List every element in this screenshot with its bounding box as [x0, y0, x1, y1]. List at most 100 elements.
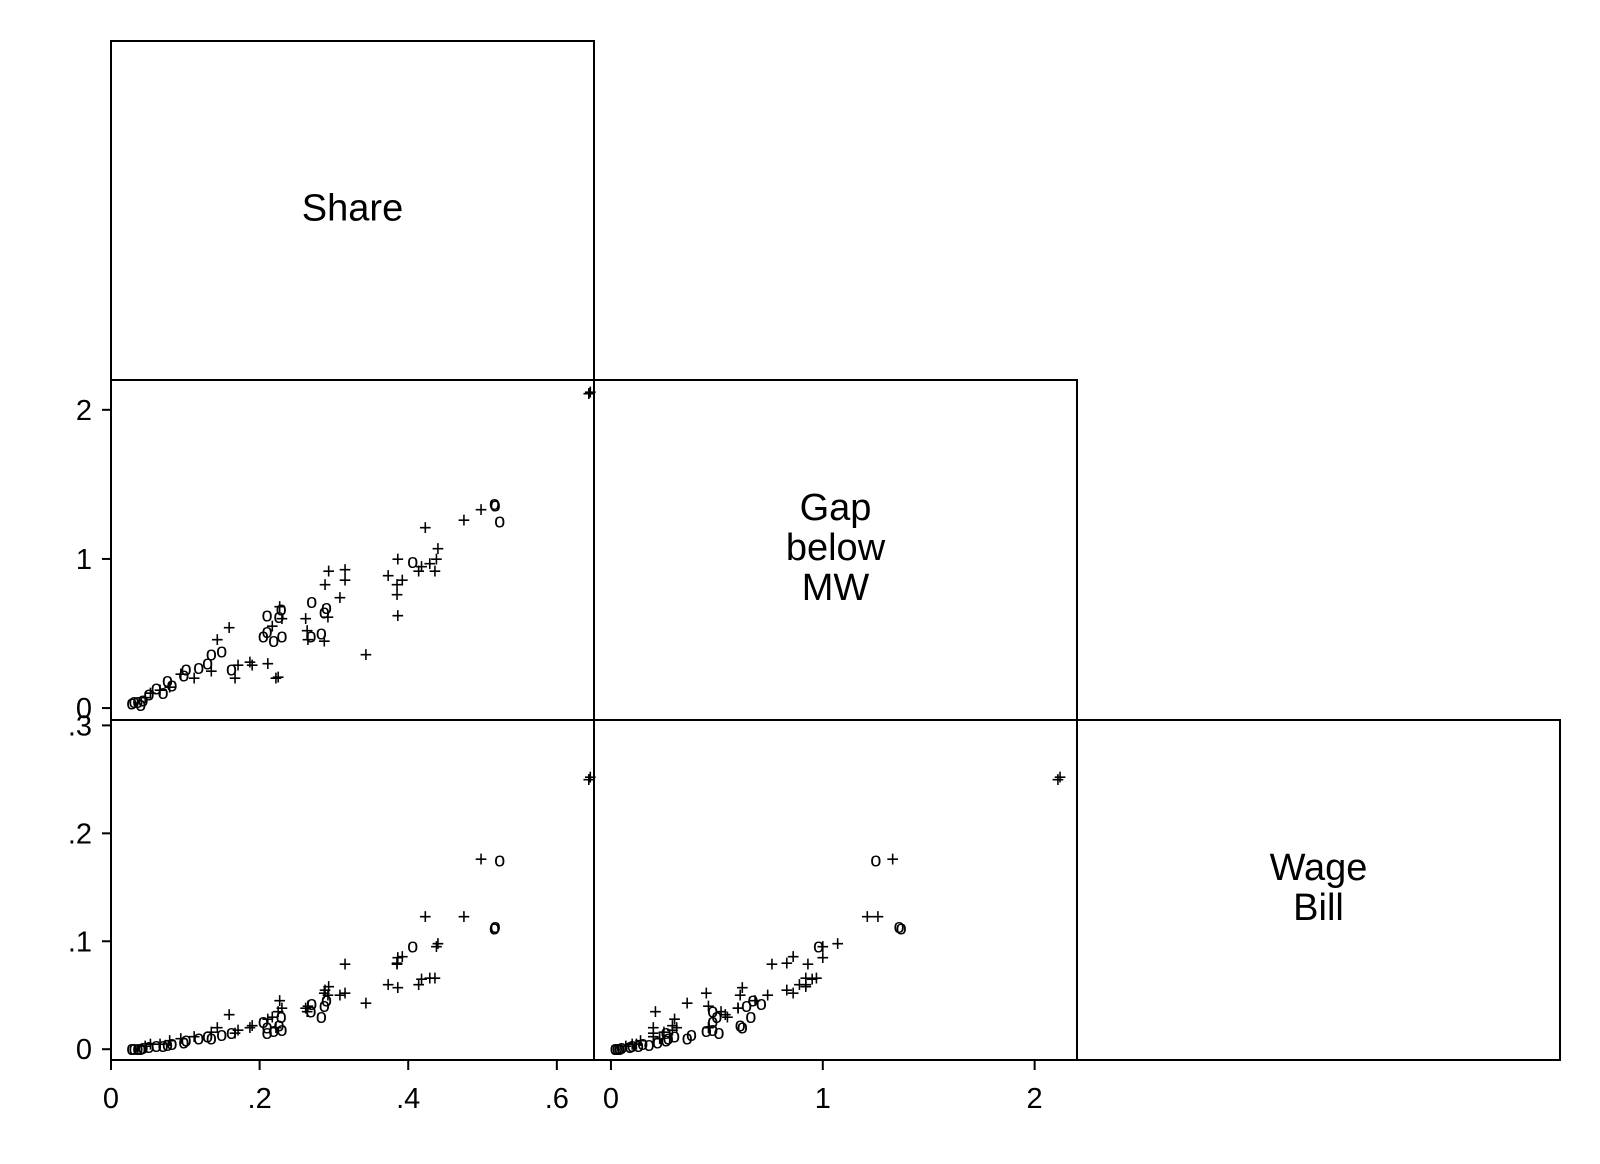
point-marker-wage-vs-gap: +: [871, 904, 884, 929]
y-tick-label-gap: 1: [76, 544, 92, 576]
point-marker-wage-vs-gap: +: [787, 944, 800, 969]
point-marker-wage-vs-gap: +: [802, 951, 815, 976]
point-marker-gap-vs-share: o: [132, 691, 143, 713]
point-marker-gap-vs-share: +: [270, 666, 283, 691]
point-marker-wage-vs-gap: o: [686, 1024, 697, 1046]
x-tick-label-share: 0: [103, 1083, 119, 1115]
point-marker-gap-vs-share: o: [166, 675, 177, 697]
point-marker-wage-vs-gap: +: [810, 965, 823, 990]
point-marker-wage-vs-gap: o: [707, 1000, 718, 1022]
point-marker-wage-vs-gap: +: [670, 1015, 683, 1040]
point-marker-gap-vs-share: +: [322, 558, 335, 583]
point-marker-gap-vs-share: +: [475, 497, 488, 522]
point-marker-gap-vs-share: o: [206, 643, 217, 665]
point-marker-wage-vs-share: o: [319, 995, 330, 1017]
point-marker-gap-vs-share: +: [273, 594, 286, 619]
point-marker-wage-vs-gap: +: [749, 988, 762, 1013]
point-marker-wage-vs-gap: +: [666, 1017, 679, 1042]
point-marker-gap-vs-share: +: [301, 618, 314, 643]
point-marker-wage-vs-share: o: [202, 1025, 213, 1047]
point-marker-gap-vs-share: o: [157, 682, 168, 704]
point-marker-wage-vs-share: o: [490, 916, 501, 938]
point-marker-wage-vs-share: o: [132, 1038, 143, 1060]
point-marker-gap-vs-share: +: [299, 606, 312, 631]
point-marker-gap-vs-share: o: [273, 606, 284, 628]
point-marker-wage-vs-gap: o: [663, 1027, 674, 1049]
point-marker-wage-vs-gap: +: [861, 904, 874, 929]
point-marker-wage-vs-share: o: [494, 849, 505, 871]
point-marker-gap-vs-share: +: [246, 652, 259, 677]
point-marker-wage-vs-gap: +: [732, 996, 745, 1021]
point-marker-wage-vs-gap: +: [634, 1028, 647, 1053]
point-marker-wage-vs-gap: o: [813, 936, 824, 958]
point-marker-wage-vs-gap: +: [668, 1006, 681, 1031]
point-marker-wage-vs-share: +: [244, 1015, 257, 1040]
point-marker-wage-vs-share: o: [407, 936, 418, 958]
point-marker-wage-vs-gap: o: [610, 1038, 621, 1060]
point-marker-wage-vs-gap: o: [614, 1038, 625, 1060]
y-tick-label-wage: .2: [68, 818, 92, 850]
point-marker-gap-vs-share: +: [318, 628, 331, 653]
point-marker-gap-vs-share: o: [151, 678, 162, 700]
point-marker-wage-vs-gap: +: [799, 974, 812, 999]
point-marker-wage-vs-gap: +: [793, 972, 806, 997]
point-marker-wage-vs-share: o: [258, 1011, 269, 1033]
point-marker-gap-vs-share: +: [396, 567, 409, 592]
point-marker-wage-vs-share: +: [412, 972, 425, 997]
panel-frames: [110, 40, 1561, 1061]
point-marker-gap-vs-share: o: [143, 684, 154, 706]
point-marker-gap-vs-share: o: [128, 691, 139, 713]
point-marker-wage-vs-gap: +: [647, 1021, 660, 1046]
point-marker-wage-vs-share: o: [157, 1035, 168, 1057]
point-marker-wage-vs-share: o: [306, 993, 317, 1015]
point-marker-wage-vs-share: +: [582, 767, 595, 792]
point-marker-wage-vs-gap: o: [660, 1030, 671, 1052]
point-marker-wage-vs-share: +: [270, 1015, 283, 1040]
data-marks: ++ +++ +++ +++ +++ +++ +++ +++ +++ +++ +++ +++ +++ ++…: [126, 379, 1066, 1060]
point-marker-wage-vs-gap: +: [647, 1015, 660, 1040]
point-marker-wage-vs-gap: o: [614, 1038, 625, 1060]
point-marker-wage-vs-share: +: [391, 945, 404, 970]
point-marker-gap-vs-share: +: [261, 651, 274, 676]
point-marker-gap-vs-share: +: [301, 627, 314, 652]
point-marker-gap-vs-share: o: [321, 597, 332, 619]
point-marker-wage-vs-share: o: [216, 1024, 227, 1046]
point-marker-wage-vs-gap: o: [682, 1027, 693, 1049]
point-marker-wage-vs-share: +: [139, 1033, 152, 1058]
point-marker-gap-vs-share: o: [226, 658, 237, 680]
point-marker-gap-vs-share: +: [275, 606, 288, 631]
point-marker-gap-vs-share: o: [268, 630, 279, 652]
point-marker-gap-vs-share: +: [432, 536, 445, 561]
point-marker-gap-vs-share: +: [429, 558, 442, 583]
point-marker-wage-vs-share: o: [206, 1027, 217, 1049]
point-marker-wage-vs-share: +: [205, 1019, 218, 1044]
point-marker-wage-vs-gap: o: [737, 1017, 748, 1039]
point-marker-wage-vs-gap: +: [700, 981, 713, 1006]
point-marker-wage-vs-share: o: [316, 1006, 327, 1028]
point-marker-gap-vs-share: o: [180, 658, 191, 680]
point-marker-wage-vs-gap: +: [799, 972, 812, 997]
point-marker-wage-vs-gap: o: [707, 1019, 718, 1041]
point-marker-gap-vs-share: +: [229, 666, 242, 691]
point-marker-wage-vs-share: o: [193, 1027, 204, 1049]
point-marker-wage-vs-share: +: [273, 988, 286, 1013]
point-marker-wage-vs-gap: +: [666, 1013, 679, 1038]
point-marker-gap-vs-share: +: [423, 551, 436, 576]
point-marker-wage-vs-share: o: [135, 1038, 146, 1060]
point-marker-wage-vs-share: +: [154, 1031, 167, 1056]
point-marker-wage-vs-share: +: [319, 977, 332, 1002]
point-marker-gap-vs-share: o: [306, 591, 317, 613]
point-marker-wage-vs-gap: o: [707, 1011, 718, 1033]
point-marker-wage-vs-gap: +: [653, 1026, 666, 1051]
point-marker-gap-vs-share: +: [139, 685, 152, 710]
point-marker-wage-vs-share: o: [305, 1000, 316, 1022]
point-marker-wage-vs-gap: +: [806, 967, 819, 992]
point-marker-gap-vs-share: o: [137, 690, 148, 712]
point-marker-wage-vs-share: +: [359, 990, 372, 1015]
point-marker-wage-vs-share: +: [266, 1004, 279, 1029]
y-tick-label-wage: .1: [68, 926, 92, 958]
point-marker-wage-vs-share: o: [143, 1036, 154, 1058]
point-marker-wage-vs-share: o: [162, 1034, 173, 1056]
point-marker-gap-vs-share: o: [316, 623, 327, 645]
point-marker-wage-vs-share: +: [301, 999, 314, 1024]
